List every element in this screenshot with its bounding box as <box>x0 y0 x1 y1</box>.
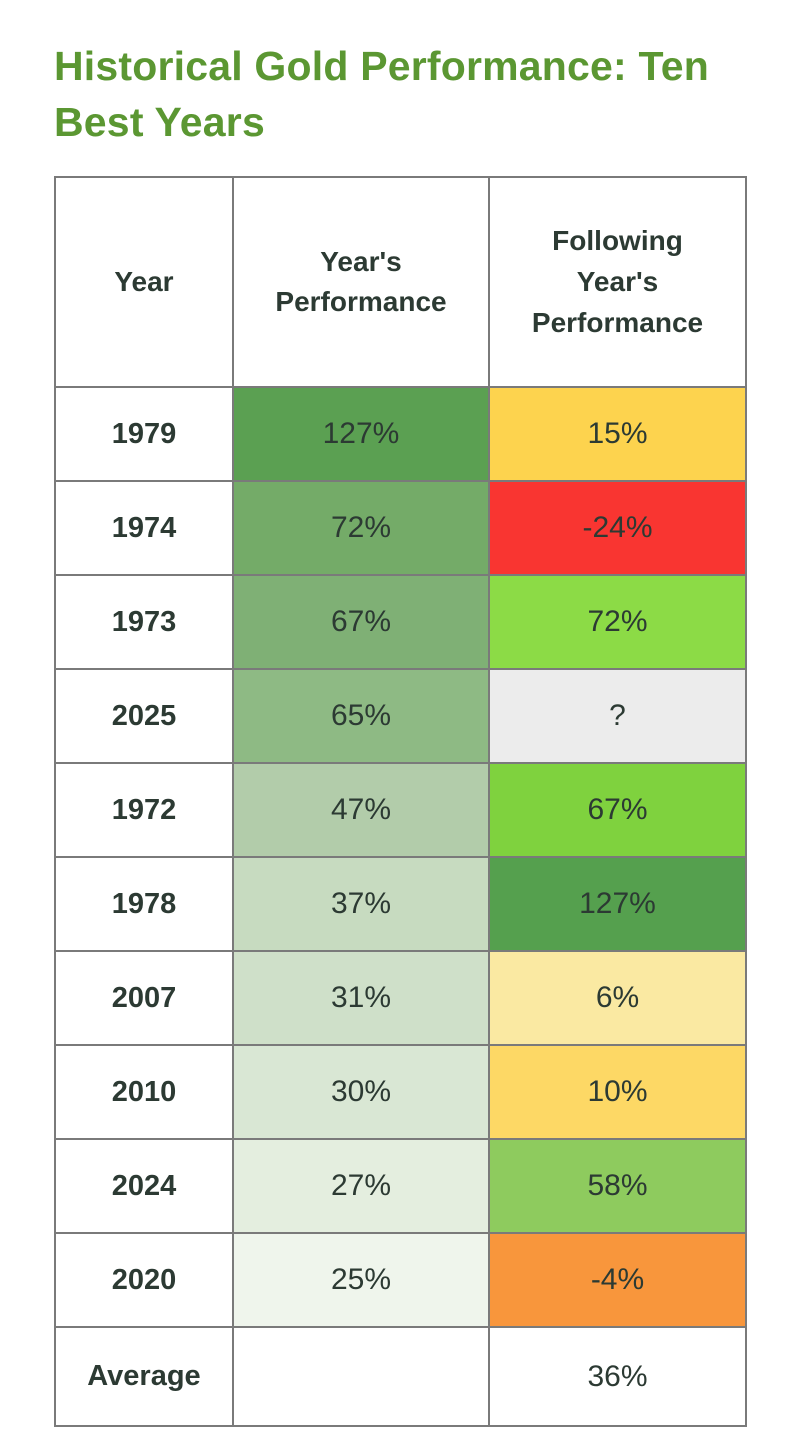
perf-cell: 31% <box>232 950 490 1047</box>
year-cell: 2010 <box>54 1044 234 1141</box>
table-row: 1973 67% 72% <box>54 574 747 671</box>
next-perf-cell: 6% <box>488 950 747 1047</box>
table-row: 1979 127% 15% <box>54 386 747 483</box>
year-cell: 1974 <box>54 480 234 577</box>
perf-cell: 65% <box>232 668 490 765</box>
perf-cell: 67% <box>232 574 490 671</box>
year-cell: 1979 <box>54 386 234 483</box>
table-row: 1978 37% 127% <box>54 856 747 953</box>
perf-cell: 27% <box>232 1138 490 1235</box>
table-row: 1974 72% -24% <box>54 480 747 577</box>
next-perf-cell: 127% <box>488 856 747 953</box>
perf-cell: 37% <box>232 856 490 953</box>
average-perf-empty-cell <box>232 1326 490 1428</box>
col-header-years-performance: Year's Performance <box>232 176 490 389</box>
average-row: Average 36% <box>54 1326 747 1428</box>
perf-cell: 47% <box>232 762 490 859</box>
table-row: 2025 65% ? <box>54 668 747 765</box>
table-row: 2024 27% 58% <box>54 1138 747 1235</box>
table-row: 2010 30% 10% <box>54 1044 747 1141</box>
next-perf-cell: 15% <box>488 386 747 483</box>
next-perf-cell: 58% <box>488 1138 747 1235</box>
average-label-cell: Average <box>54 1326 234 1428</box>
year-cell: 1972 <box>54 762 234 859</box>
col-header-following-years-performance: Following Year's Performance <box>488 176 747 389</box>
year-cell: 1978 <box>54 856 234 953</box>
perf-cell: 127% <box>232 386 490 483</box>
year-cell: 2020 <box>54 1232 234 1329</box>
col-header-year: Year <box>54 176 234 389</box>
header-row: Year Year's Performance Following Year's… <box>54 176 747 389</box>
table-row: 2020 25% -4% <box>54 1232 747 1329</box>
perf-cell: 30% <box>232 1044 490 1141</box>
gold-performance-table: Year Year's Performance Following Year's… <box>54 176 747 1428</box>
next-perf-cell: 67% <box>488 762 747 859</box>
average-next-perf-cell: 36% <box>488 1326 747 1428</box>
next-perf-cell: ? <box>488 668 747 765</box>
next-perf-cell: -4% <box>488 1232 747 1329</box>
next-perf-cell: 72% <box>488 574 747 671</box>
next-perf-cell: 10% <box>488 1044 747 1141</box>
year-cell: 1973 <box>54 574 234 671</box>
next-perf-cell: -24% <box>488 480 747 577</box>
perf-cell: 25% <box>232 1232 490 1329</box>
year-cell: 2025 <box>54 668 234 765</box>
year-cell: 2024 <box>54 1138 234 1235</box>
table-row: 2007 31% 6% <box>54 950 747 1047</box>
page-title: Historical Gold Performance: Ten Best Ye… <box>54 43 709 146</box>
perf-cell: 72% <box>232 480 490 577</box>
table-row: 1972 47% 67% <box>54 762 747 859</box>
year-cell: 2007 <box>54 950 234 1047</box>
